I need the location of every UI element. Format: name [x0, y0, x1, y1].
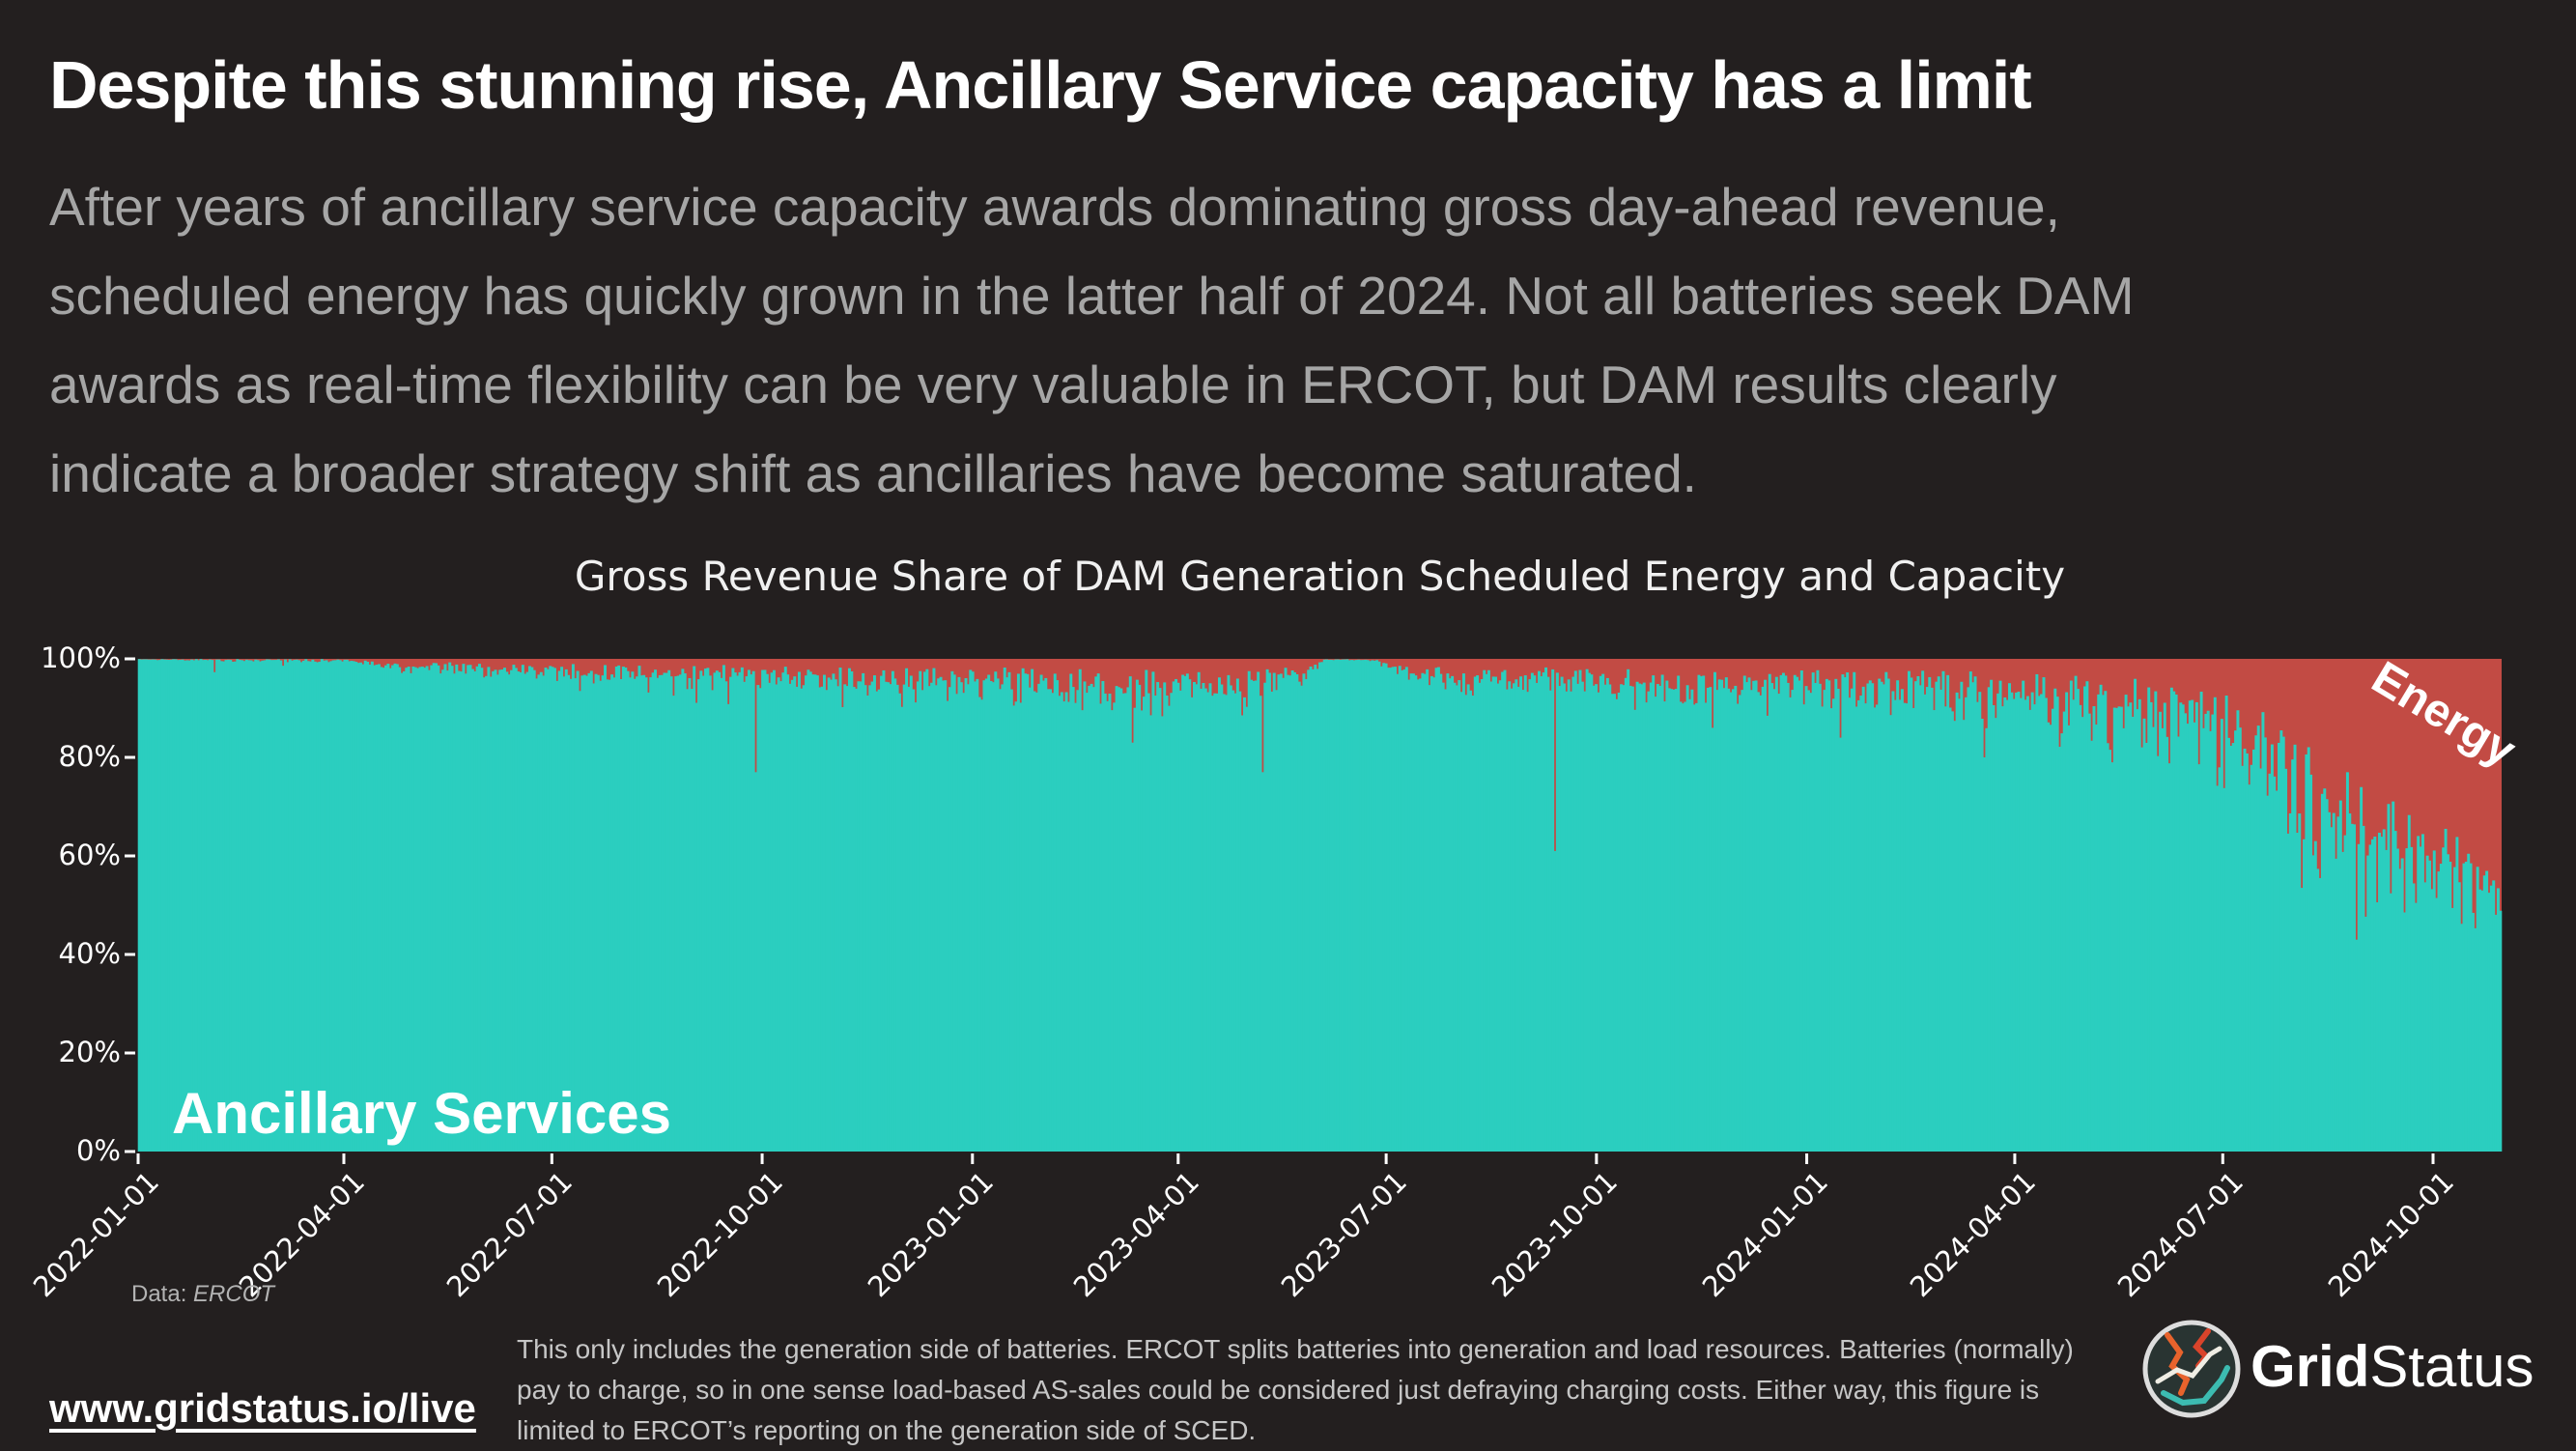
y-axis-tick-label: 40% — [58, 937, 121, 970]
y-axis-tick-label: 20% — [58, 1036, 121, 1068]
chart-title: Gross Revenue Share of DAM Generation Sc… — [574, 553, 2066, 600]
brand-grid-text: Grid — [2250, 1334, 2370, 1399]
gridstatus-live-link[interactable]: www.gridstatus.io/live — [49, 1385, 476, 1431]
y-axis-tick-label: 100% — [41, 641, 121, 674]
data-source-note: Data: ERCOT — [131, 1281, 274, 1308]
y-axis-tick-label: 60% — [58, 839, 121, 871]
gridstatus-wordmark: GridStatus — [2250, 1333, 2534, 1400]
brand-status-text: Status — [2369, 1334, 2534, 1399]
footnote: This only includes the generation side o… — [517, 1334, 2074, 1445]
page-subtitle: After years of ancillary service capacit… — [49, 177, 2135, 503]
y-axis-tick-label: 0% — [75, 1134, 121, 1167]
data-source-value: ERCOT — [193, 1281, 275, 1307]
gridstatus-logo-icon — [2142, 1320, 2241, 1418]
y-axis-tick-label: 80% — [58, 740, 121, 773]
ancillary-services-area-label: Ancillary Services — [172, 1081, 672, 1146]
page-title: Despite this stunning rise, Ancillary Se… — [49, 47, 2032, 123]
data-source-prefix: Data: — [131, 1281, 187, 1307]
